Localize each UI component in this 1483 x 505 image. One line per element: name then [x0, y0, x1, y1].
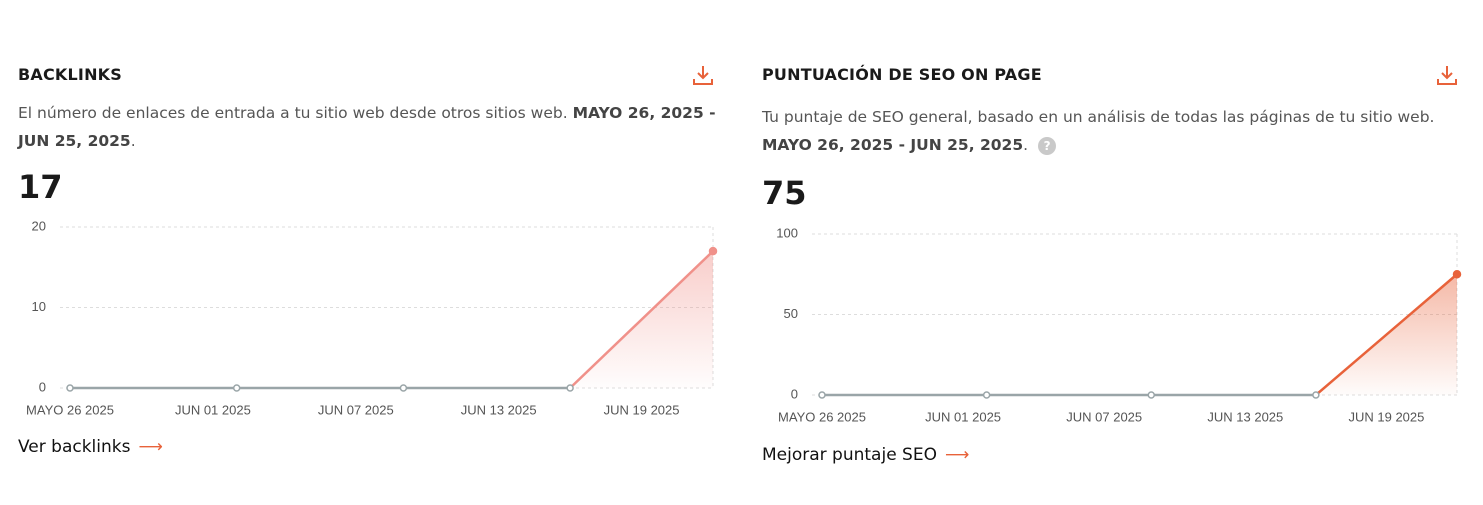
date-suffix: . — [1023, 136, 1029, 154]
description-text: El número de enlaces de entrada a tu sit… — [18, 104, 568, 122]
link-text[interactable]: Ver backlinks — [18, 437, 131, 457]
y-tick-label: 20 — [32, 218, 46, 233]
panel-link[interactable]: Ver backlinks ⟶ — [18, 437, 163, 457]
current-value: 75 — [762, 174, 807, 212]
x-tick-label: JUN 13 2025 — [1207, 409, 1283, 424]
data-point — [399, 384, 408, 392]
current-value: 17 — [18, 168, 63, 206]
help-icon[interactable]: ? — [1038, 136, 1057, 155]
data-point — [708, 246, 718, 256]
x-tick-label: MAYO 26 2025 — [26, 402, 114, 417]
y-tick-label: 0 — [791, 386, 798, 401]
panel-description: El número de enlaces de entrada a tu sit… — [18, 99, 718, 155]
x-tick-label: JUN 01 2025 — [175, 402, 251, 417]
area — [70, 251, 713, 388]
x-tick-label: JUN 07 2025 — [318, 402, 394, 417]
description-text: Tu puntaje de SEO general, basado en un … — [762, 108, 1435, 126]
panel-link[interactable]: Mejorar puntaje SEO ⟶ — [762, 445, 970, 465]
date-range: MAYO 26, 2025 - JUN 25, 2025 — [762, 136, 1024, 154]
data-point — [1312, 391, 1320, 399]
data-point — [566, 384, 574, 392]
data-point — [818, 391, 826, 399]
panel-description: Tu puntaje de SEO general, basado en un … — [762, 103, 1462, 159]
area — [822, 274, 1457, 395]
y-tick-label: 100 — [776, 225, 798, 240]
date-range: MAYO 26, 2025 - JUN 25, 2025 — [18, 104, 716, 150]
chart: 0 50 100 MAYO 26 2025 JUN 01 2025 JUN 07 2025… — [776, 225, 1462, 424]
panel-title: BACKLINKS — [18, 65, 122, 84]
data-point — [232, 384, 241, 392]
line-segment — [1315, 273, 1458, 396]
download-icon[interactable] — [692, 64, 714, 86]
panel-title: PUNTUACIÓN DE SEO ON PAGE — [762, 65, 1042, 84]
y-tick-label: 10 — [32, 299, 46, 314]
link-text[interactable]: Mejorar puntaje SEO — [762, 445, 937, 465]
y-tick-label: 0 — [39, 379, 46, 394]
x-tick-label: MAYO 26 2025 — [778, 409, 866, 424]
download-icon[interactable] — [1436, 64, 1458, 86]
x-tick-label: JUN 19 2025 — [604, 402, 680, 417]
x-tick-label: JUN 13 2025 — [461, 402, 537, 417]
x-tick-label: JUN 07 2025 — [1066, 409, 1142, 424]
data-point — [1147, 391, 1156, 399]
chart: 0 10 20 MAYO 26 2025 JUN 01 2025 JUN 07 2025 J… — [26, 218, 718, 417]
line-segment — [569, 250, 714, 389]
data-point — [982, 391, 991, 399]
x-tick-label: JUN 19 2025 — [1348, 409, 1424, 424]
data-point — [66, 384, 74, 392]
x-tick-label: JUN 01 2025 — [925, 409, 1001, 424]
y-tick-label: 50 — [784, 306, 798, 321]
date-suffix: . — [130, 132, 136, 150]
data-point — [1452, 270, 1462, 279]
